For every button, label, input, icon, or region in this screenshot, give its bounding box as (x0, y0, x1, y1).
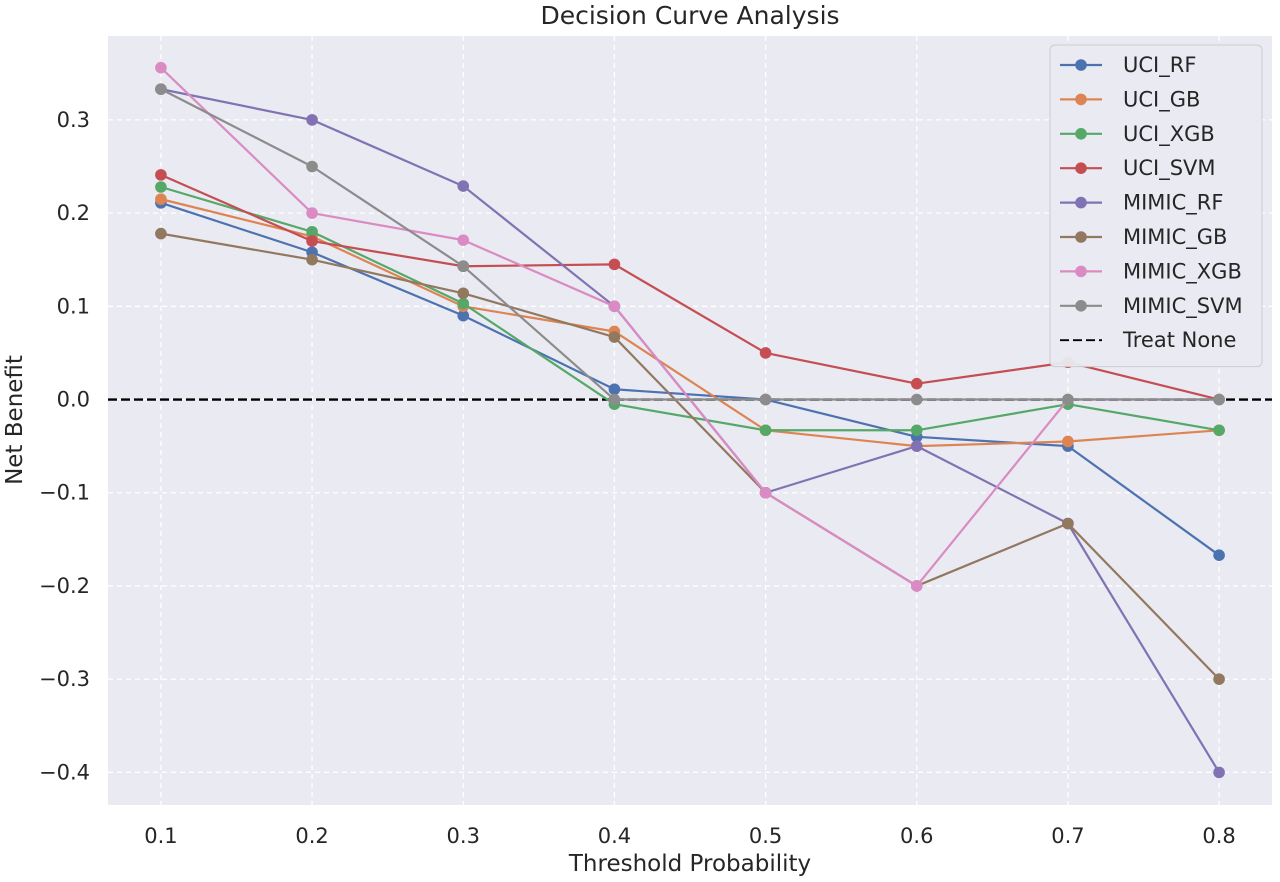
series-line-uci-rf (160, 201, 1220, 557)
legend-marker-mimic-xgb (1075, 265, 1087, 278)
data-point-mimic-rf (457, 180, 470, 192)
y-tick-label: −0.1 (39, 481, 90, 505)
data-point-uci-xgb (1213, 424, 1225, 437)
series-lines (155, 61, 1225, 779)
x-tick-label: 0.4 (598, 824, 631, 848)
series-line-mimic-gb (160, 232, 1220, 680)
x-tick-labels: 0.1 0.2 0.3 0.4 0.5 0.6 0.7 0.8 (144, 824, 1236, 848)
data-point-mimic-svm (910, 393, 923, 406)
series-line-mimic-svm (160, 88, 1220, 401)
data-point-uci-rf (457, 309, 470, 322)
series-mimic-svm (155, 83, 1225, 406)
data-point-mimic-rf (306, 114, 318, 126)
legend-marker-mimic-gb (1075, 231, 1087, 243)
x-tick-label: 0.6 (900, 824, 933, 848)
data-point-mimic-gb (155, 227, 167, 240)
data-point-uci-xgb (306, 225, 318, 238)
x-tick-label: 0.5 (749, 824, 782, 848)
legend-marker-mimic-svm (1075, 300, 1087, 312)
legend-label-uci-rf: UCI_RF (1123, 53, 1196, 78)
data-point-mimic-xgb (155, 61, 167, 74)
x-tick-label: 0.3 (447, 824, 480, 848)
legend-label-mimic-gb: MIMIC_GB (1123, 225, 1227, 250)
legend-label-mimic-svm: MIMIC_SVM (1123, 294, 1243, 319)
legend-label-treat-none: Treat None (1122, 328, 1236, 352)
data-point-uci-xgb (759, 424, 772, 437)
data-point-mimic-svm (457, 260, 470, 273)
data-point-uci-svm (910, 377, 923, 390)
legend-label-mimic-rf: MIMIC_RF (1123, 191, 1223, 216)
data-point-mimic-xgb (306, 207, 318, 219)
data-point-mimic-rf (910, 440, 923, 452)
y-tick-label: −0.2 (39, 574, 90, 598)
x-axis-label: Threshold Probability (568, 851, 811, 877)
y-tick-label: 0.0 (57, 388, 90, 412)
x-tick-label: 0.2 (295, 824, 328, 848)
grid-lines (108, 36, 1272, 805)
data-point-uci-gb (1062, 435, 1074, 448)
legend-frame (1049, 44, 1263, 368)
data-point-mimic-xgb (457, 234, 470, 246)
y-tick-label: 0.1 (57, 294, 90, 318)
data-point-mimic-svm (306, 160, 318, 173)
data-point-uci-rf (1213, 549, 1225, 561)
legend-marker-mimic-rf (1075, 196, 1087, 209)
data-point-uci-svm (608, 258, 621, 271)
series-line-uci-svm (160, 173, 1220, 401)
data-point-mimic-gb (306, 253, 318, 266)
legend-label-uci-gb: UCI_GB (1123, 87, 1200, 112)
data-point-mimic-xgb (759, 486, 772, 499)
data-point-mimic-svm (155, 83, 167, 95)
data-point-mimic-svm (1213, 393, 1225, 406)
legend-marker-uci-xgb (1075, 128, 1087, 140)
legend-marker-uci-rf (1075, 59, 1087, 71)
data-point-uci-svm (306, 235, 318, 247)
y-tick-label: 0.2 (57, 201, 90, 225)
data-point-uci-xgb (457, 297, 470, 310)
x-tick-label: 0.1 (144, 824, 177, 848)
data-point-uci-svm (155, 169, 167, 181)
legend: UCI_RF UCI_GB UCI_XGB UCI_SVM MIMIC_RF MIMIC_… (1049, 44, 1263, 368)
legend-label-uci-xgb: UCI_XGB (1123, 122, 1215, 147)
data-point-mimic-svm (1062, 393, 1074, 406)
y-tick-labels: 0.3 0.2 0.1 0.0 −0.1 −0.2 −0.3 −0.4 (39, 108, 90, 784)
data-point-mimic-svm (759, 393, 772, 406)
data-point-mimic-xgb (608, 300, 621, 313)
data-point-mimic-gb (608, 331, 621, 343)
x-tick-label: 0.8 (1202, 824, 1235, 848)
y-tick-label: −0.4 (39, 760, 90, 784)
y-axis-label: Net Benefit (2, 355, 28, 485)
legend-label-mimic-xgb: MIMIC_XGB (1123, 259, 1242, 284)
data-point-mimic-gb (1213, 673, 1225, 685)
y-tick-label: 0.3 (57, 108, 90, 132)
data-point-mimic-gb (457, 287, 470, 300)
data-point-uci-gb (155, 193, 167, 205)
legend-marker-uci-gb (1075, 93, 1087, 106)
data-point-mimic-xgb (910, 580, 923, 592)
x-tick-label: 0.7 (1051, 824, 1084, 848)
legend-marker-uci-svm (1075, 162, 1087, 174)
series-line-uci-xgb (160, 185, 1220, 432)
legend-label-uci-svm: UCI_SVM (1123, 156, 1216, 181)
y-tick-label: −0.3 (39, 667, 90, 691)
chart-title: Decision Curve Analysis (540, 1, 839, 30)
data-point-mimic-gb (1062, 517, 1074, 530)
series-line-uci-gb (160, 198, 1220, 448)
data-point-uci-xgb (155, 181, 167, 193)
data-point-uci-xgb (910, 424, 923, 437)
data-point-uci-svm (759, 347, 772, 359)
data-point-mimic-rf (1213, 766, 1225, 779)
data-point-uci-rf (608, 383, 621, 396)
data-point-mimic-svm (608, 393, 621, 406)
